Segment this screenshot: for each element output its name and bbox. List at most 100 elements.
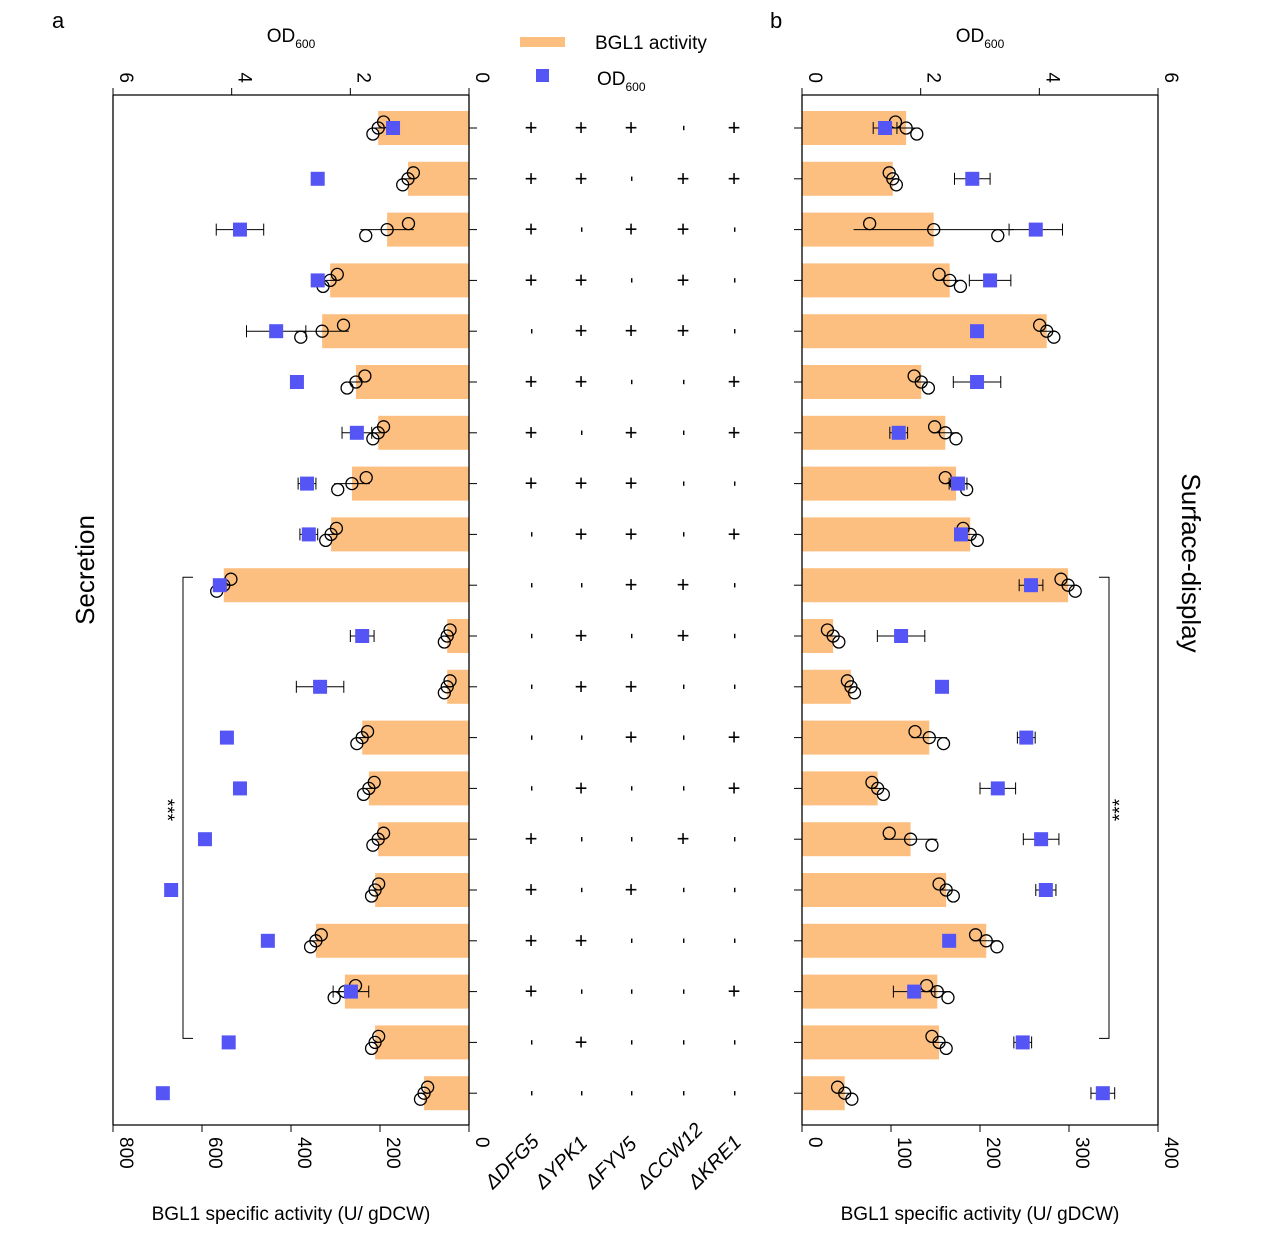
replicate-point	[366, 127, 380, 141]
replicate-point	[364, 889, 379, 903]
panel-label-a: a	[52, 8, 65, 33]
activity-bar	[802, 720, 930, 755]
genotype-plus: +	[625, 877, 638, 902]
genotype-plus: +	[625, 115, 638, 140]
replicate-point	[396, 178, 410, 192]
genotype-plus: +	[525, 267, 538, 292]
activity-bar	[375, 873, 469, 907]
od600-marker	[212, 578, 227, 593]
replicate-point	[991, 228, 1005, 243]
od600-marker	[313, 679, 328, 694]
x-tick-label: 400	[1160, 1137, 1181, 1169]
od600-marker	[1015, 1035, 1030, 1050]
genotype-minus: -	[623, 785, 643, 791]
activity-bar	[378, 822, 469, 857]
activity-bar	[802, 873, 947, 907]
replicate-point	[359, 228, 373, 243]
od600-marker	[970, 375, 985, 389]
activity-bar	[368, 771, 469, 806]
genotype-minus: -	[623, 277, 643, 283]
genotype-minus: -	[726, 582, 746, 588]
replicate-point	[927, 420, 942, 434]
legend-bar-swatch	[520, 37, 565, 47]
genotype-minus: -	[523, 1090, 543, 1096]
od600-marker	[349, 425, 364, 440]
genotype-plus: +	[728, 775, 741, 800]
genotype-plus: +	[575, 521, 588, 546]
genotype-matrix: + + + - + + + - + + + - + + - + + - + - - + + + - + + - - + + - + - + + + + - -…	[480, 115, 746, 1194]
activity-bar	[802, 466, 956, 501]
x2-axis-label: OD600	[956, 26, 1005, 51]
od600-marker	[300, 476, 315, 491]
replicate-point	[903, 832, 918, 846]
replicate-point	[946, 889, 960, 903]
significance-label: ***	[156, 799, 177, 822]
replicate-point	[927, 222, 941, 237]
genotype-minus: -	[675, 785, 695, 791]
genotype-minus: -	[726, 1090, 746, 1096]
replicate-point	[340, 381, 354, 395]
genotype-plus: +	[677, 166, 690, 191]
replicate-point	[366, 838, 380, 852]
gene-label: ΔFYV5	[580, 1133, 642, 1195]
genotype-plus: +	[575, 928, 588, 953]
genotype-plus: +	[677, 267, 690, 292]
replicate-point	[440, 680, 454, 694]
od600-marker	[935, 679, 950, 694]
x-tick-label: 0	[471, 1137, 492, 1148]
genotype-minus: -	[726, 633, 746, 639]
genotype-minus: -	[675, 125, 695, 131]
genotype-minus: -	[675, 684, 695, 690]
genotype-minus: -	[623, 1090, 643, 1096]
replicate-point	[366, 432, 380, 446]
activity-bar	[315, 923, 469, 958]
x-axis-label: BGL1 specific activity (U/ gDCW)	[152, 1204, 431, 1225]
replicate-point	[882, 826, 896, 840]
od600-marker	[343, 984, 358, 999]
replicate-point	[358, 369, 372, 383]
od600-marker	[1028, 222, 1043, 237]
od600-marker	[970, 324, 985, 339]
replicate-point	[968, 928, 983, 942]
genotype-minus: -	[726, 328, 746, 334]
activity-bar	[802, 1025, 940, 1060]
genotype-plus: +	[525, 979, 538, 1004]
genotype-minus: -	[523, 633, 543, 639]
replicate-point	[921, 381, 936, 395]
activity-bar	[802, 415, 946, 450]
genotype-plus: +	[677, 217, 690, 242]
activity-bar	[355, 365, 469, 399]
replicate-point	[949, 432, 963, 446]
activity-bar	[802, 923, 987, 958]
significance-label: ***	[1110, 798, 1131, 821]
od600-marker	[965, 171, 980, 186]
replicate-point	[832, 635, 846, 649]
x-tick-label: 200	[982, 1137, 1003, 1169]
od600-marker	[1095, 1086, 1110, 1101]
replicate-point	[910, 127, 924, 141]
od600-marker	[232, 781, 247, 796]
replicate-point	[303, 940, 318, 954]
od600-marker	[232, 222, 247, 237]
genotype-plus: +	[625, 521, 638, 546]
x2-tick-label: 4	[234, 72, 255, 83]
x2-tick-label: 2	[352, 72, 373, 83]
activity-bar	[375, 1025, 469, 1060]
x-tick-label: 400	[293, 1137, 314, 1169]
od600-marker	[221, 1035, 236, 1050]
genotype-plus: +	[677, 826, 690, 851]
genotype-minus: -	[726, 481, 746, 487]
replicate-point	[899, 121, 913, 135]
replicate-point	[336, 318, 351, 332]
activity-bar	[802, 263, 950, 298]
genotype-minus: -	[573, 836, 593, 842]
od600-marker	[155, 1086, 170, 1101]
genotype-minus: -	[623, 379, 643, 385]
genotype-minus: -	[726, 277, 746, 283]
activity-bar	[802, 365, 922, 399]
x2-tick-label: 6	[115, 72, 136, 83]
replicate-point	[364, 1041, 379, 1056]
od600-marker	[951, 476, 966, 491]
genotype-minus: -	[675, 1039, 695, 1045]
